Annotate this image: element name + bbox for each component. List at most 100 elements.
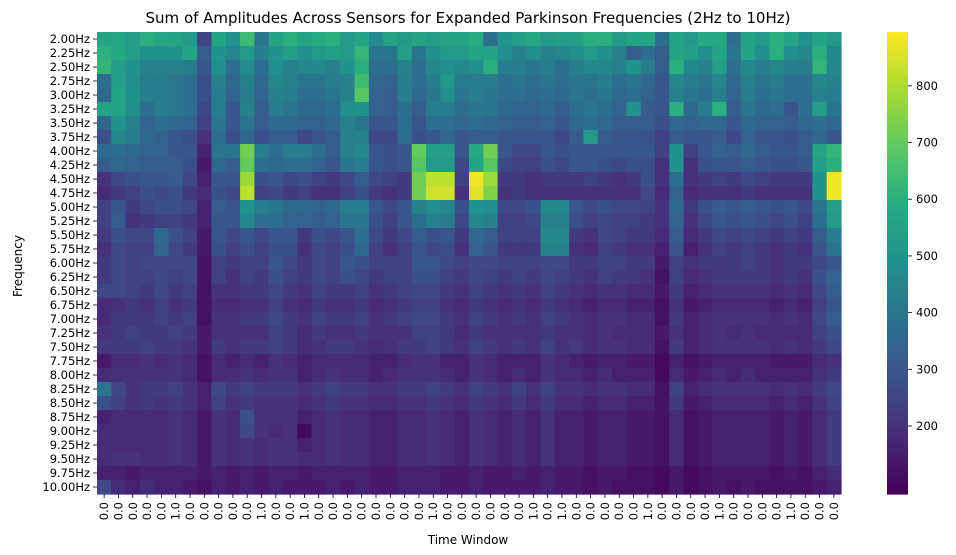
heatmap-cell	[354, 46, 370, 61]
heatmap-cell	[826, 60, 842, 75]
heatmap-cell	[168, 102, 184, 117]
heatmap-cell	[583, 396, 599, 411]
heatmap-cell	[697, 452, 713, 467]
heatmap-cell	[655, 452, 670, 467]
heatmap-cell	[683, 102, 699, 117]
heatmap-cell	[383, 102, 399, 117]
heatmap-cell	[440, 284, 456, 299]
heatmap-cell	[740, 256, 756, 271]
y-tick-label: 7.25Hz	[50, 326, 90, 340]
heatmap-cell	[712, 410, 728, 425]
heatmap-cell	[368, 256, 384, 271]
heatmap-cell	[111, 172, 127, 187]
heatmap-cell	[726, 186, 742, 201]
heatmap-cell	[254, 46, 270, 61]
heatmap-cell	[740, 60, 756, 75]
heatmap-cell	[497, 242, 513, 257]
heatmap-cell	[254, 116, 270, 131]
colorbar-segment	[887, 447, 908, 453]
y-tick-labels: 2.00Hz2.25Hz2.50Hz2.75Hz3.00Hz3.25Hz3.50…	[42, 32, 97, 494]
heatmap-cell	[368, 410, 384, 425]
y-tick-label: 8.75Hz	[50, 410, 90, 424]
heatmap-cell	[397, 74, 413, 89]
heatmap-cell	[655, 340, 670, 355]
heatmap-cell	[197, 228, 213, 243]
heatmap-cell	[268, 312, 284, 327]
heatmap-cell	[440, 102, 456, 117]
heatmap-cell	[569, 382, 585, 397]
heatmap-cell	[511, 242, 527, 257]
heatmap-cell	[168, 60, 184, 75]
heatmap-cell	[240, 102, 255, 117]
heatmap-cell	[669, 284, 685, 299]
colorbar-segment	[887, 51, 908, 56]
heatmap-cell	[540, 340, 556, 355]
heatmap-cell	[812, 144, 828, 159]
colorbar-segment	[887, 305, 908, 310]
heatmap-cell	[540, 242, 556, 257]
heatmap-cell	[526, 354, 542, 369]
heatmap-cell	[497, 46, 513, 61]
heatmap-cell	[97, 270, 112, 285]
heatmap-cell	[597, 410, 613, 425]
heatmap-cell	[540, 354, 556, 369]
heatmap-cell	[626, 256, 642, 271]
colorbar-tick-label: 200	[916, 419, 938, 433]
x-tick-label: 0.0	[727, 502, 741, 520]
heatmap-cell	[726, 424, 742, 439]
heatmap-cell	[597, 326, 613, 341]
heatmap-cell	[583, 326, 599, 341]
heatmap-cell	[340, 172, 356, 187]
heatmap-cell	[139, 116, 155, 131]
heatmap-cell	[669, 74, 685, 89]
heatmap-cell	[211, 438, 227, 453]
heatmap-cell	[569, 102, 585, 117]
heatmap-cell	[240, 256, 255, 271]
heatmap-cell	[283, 270, 298, 285]
heatmap-cell	[497, 186, 513, 201]
heatmap-cell	[325, 396, 341, 411]
heatmap-cell	[283, 424, 298, 439]
heatmap-cell	[440, 214, 456, 229]
heatmap-cell	[554, 480, 570, 495]
heatmap-cell	[697, 256, 713, 271]
heatmap-cell	[440, 256, 456, 271]
heatmap-cell	[626, 410, 642, 425]
heatmap-cell	[554, 186, 570, 201]
heatmap-cell	[111, 32, 127, 47]
y-tick-label: 5.50Hz	[50, 228, 90, 242]
heatmap-cell	[197, 242, 213, 257]
heatmap-cell	[712, 340, 728, 355]
heatmap-cell	[469, 396, 484, 411]
heatmap-cell	[397, 46, 413, 61]
heatmap-cell	[240, 116, 255, 131]
heatmap-cell	[469, 340, 484, 355]
heatmap-cell	[755, 60, 771, 75]
heatmap-cell	[726, 410, 742, 425]
heatmap-cell	[440, 46, 456, 61]
heatmap-cell	[283, 116, 298, 131]
heatmap-cell	[297, 312, 313, 327]
heatmap-cell	[526, 74, 542, 89]
heatmap-cell	[783, 214, 799, 229]
heatmap-cell	[368, 466, 384, 481]
heatmap-cell	[612, 424, 627, 439]
heatmap-cell	[139, 130, 155, 145]
heatmap-cell	[240, 214, 255, 229]
colorbar-segment	[887, 74, 908, 79]
heatmap-cell	[139, 452, 155, 467]
heatmap-cell	[526, 242, 542, 257]
heatmap-cell	[154, 270, 170, 285]
heatmap-cell	[211, 116, 227, 131]
heatmap-cell	[97, 32, 112, 47]
heatmap-cell	[469, 284, 484, 299]
heatmap-cell	[569, 354, 585, 369]
colorbar-segment	[887, 266, 908, 272]
heatmap-cell	[740, 172, 756, 187]
heatmap-cell	[526, 340, 542, 355]
heatmap-cell	[526, 382, 542, 397]
heatmap-cell	[798, 396, 813, 411]
heatmap-cell	[755, 32, 771, 47]
heatmap-cell	[826, 354, 842, 369]
heatmap-cell	[454, 298, 470, 313]
